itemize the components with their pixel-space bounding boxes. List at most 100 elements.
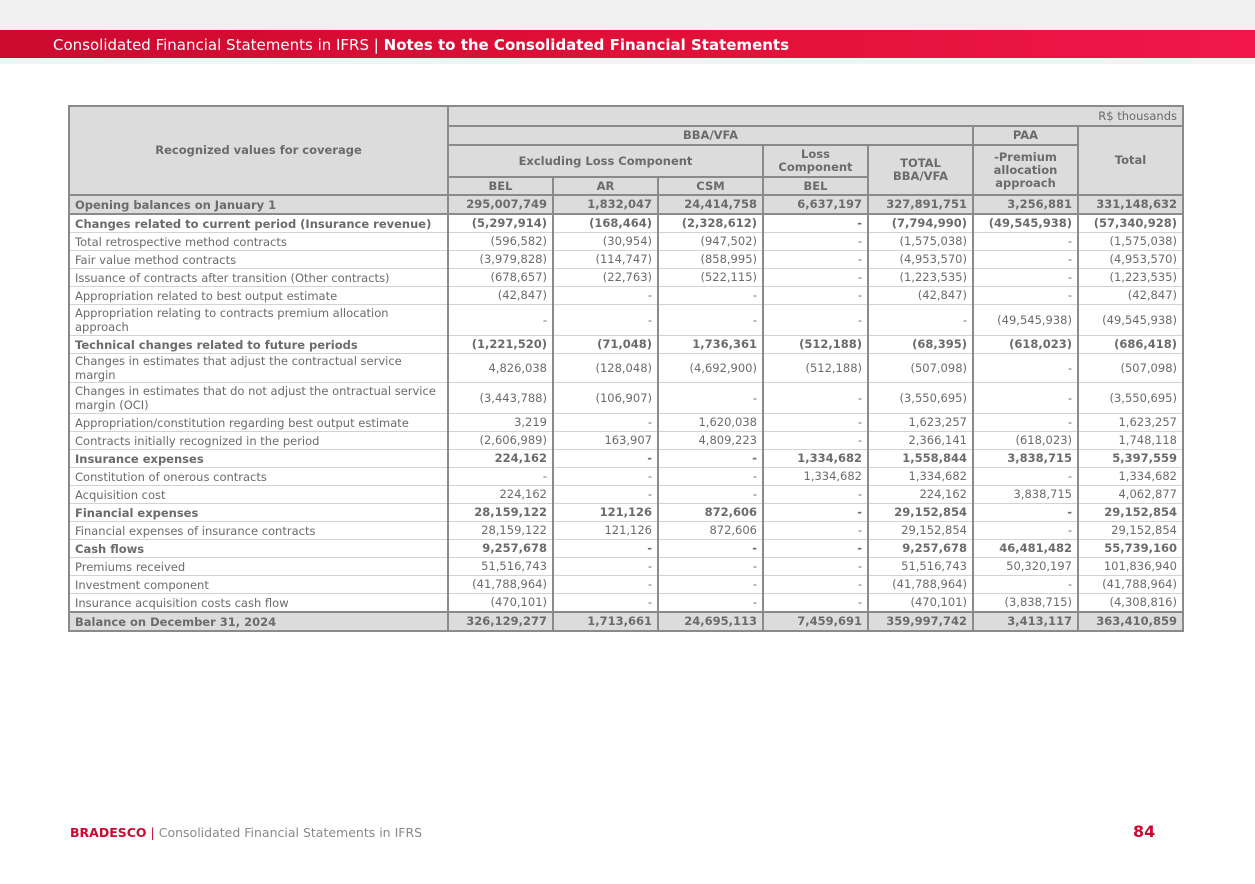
- cell-value: 295,007,749: [447, 195, 554, 215]
- cell-value: (686,418): [1077, 335, 1184, 354]
- cell-value: 1,558,844: [867, 449, 974, 468]
- cell-value: -: [762, 413, 869, 432]
- cell-value: 3,838,715: [972, 485, 1079, 504]
- cell-value: 4,809,223: [657, 431, 764, 450]
- cell-value: -: [552, 467, 659, 486]
- cell-value: -: [762, 304, 869, 336]
- cell-value: (68,395): [867, 335, 974, 354]
- cell-value: (42,847): [447, 286, 554, 305]
- footer-text: Consolidated Financial Statements in IFR…: [158, 825, 423, 840]
- table-row: Issuance of contracts after transition (…: [68, 268, 1184, 287]
- cell-value: (49,545,938): [1077, 304, 1184, 336]
- cell-value: 121,126: [552, 503, 659, 522]
- cell-value: -: [552, 485, 659, 504]
- cell-value: (49,545,938): [972, 214, 1079, 233]
- cell-value: -: [657, 286, 764, 305]
- cell-value: 1,334,682: [1077, 467, 1184, 486]
- cell-value: (114,747): [552, 250, 659, 269]
- cell-value: 3,219: [447, 413, 554, 432]
- cell-value: -: [972, 521, 1079, 540]
- cell-value: -: [762, 250, 869, 269]
- cell-value: -: [972, 382, 1079, 414]
- header-shadow: [0, 58, 1255, 64]
- cell-value: 872,606: [657, 521, 764, 540]
- cell-value: (3,979,828): [447, 250, 554, 269]
- row-label: Changes in estimates that do not adjust …: [68, 382, 449, 414]
- cell-value: (4,308,816): [1077, 593, 1184, 613]
- cell-value: 331,148,632: [1077, 195, 1184, 215]
- cell-value: 3,838,715: [972, 449, 1079, 468]
- cell-value: -: [972, 268, 1079, 287]
- cell-value: (71,048): [552, 335, 659, 354]
- cell-value: 3,413,117: [972, 611, 1079, 632]
- row-label: Total retrospective method contracts: [68, 232, 449, 251]
- table-row: Appropriation relating to contracts prem…: [68, 304, 1184, 336]
- cell-value: (2,606,989): [447, 431, 554, 450]
- table-row: Technical changes related to future peri…: [68, 335, 1184, 354]
- cell-value: -: [972, 250, 1079, 269]
- group-excluding-loss: Excluding Loss Component: [447, 144, 764, 178]
- cell-value: -: [762, 268, 869, 287]
- cell-value: 3,256,881: [972, 195, 1079, 215]
- cell-value: 55,739,160: [1077, 539, 1184, 558]
- table-row: Changes related to current period (Insur…: [68, 214, 1184, 233]
- cell-value: -: [552, 413, 659, 432]
- col-premium-allocation: -Premium allocation approach: [972, 144, 1079, 196]
- col-csm: CSM: [657, 176, 764, 196]
- row-label: Changes in estimates that adjust the con…: [68, 353, 449, 383]
- cell-value: 46,481,482: [972, 539, 1079, 558]
- row-label: Financial expenses: [68, 503, 449, 522]
- cell-value: 1,334,682: [762, 467, 869, 486]
- cell-value: (1,223,535): [1077, 268, 1184, 287]
- cell-value: (678,657): [447, 268, 554, 287]
- cell-value: 872,606: [657, 503, 764, 522]
- cell-value: (4,692,900): [657, 353, 764, 383]
- cell-value: -: [657, 593, 764, 613]
- cell-value: 1,334,682: [867, 467, 974, 486]
- cell-value: -: [657, 449, 764, 468]
- cell-value: (41,788,964): [1077, 575, 1184, 594]
- cell-value: -: [552, 575, 659, 594]
- table-row: Insurance expenses 224,162- -1,334,682 1,55…: [68, 449, 1184, 468]
- cell-value: 224,162: [447, 449, 554, 468]
- row-label: Appropriation related to best output est…: [68, 286, 449, 305]
- cell-value: -: [447, 304, 554, 336]
- cell-value: 29,152,854: [867, 503, 974, 522]
- row-label: Acquisition cost: [68, 485, 449, 504]
- table-row: Financial expenses 28,159,122 121,126 872,6…: [68, 503, 1184, 522]
- cell-value: -: [762, 431, 869, 450]
- table-row: Insurance acquisition costs cash flow (47…: [68, 593, 1184, 613]
- col-loss-bel: BEL: [762, 176, 869, 196]
- table-row: Opening balances on January 1 295,007,749…: [68, 195, 1184, 215]
- table-row: Appropriation related to best output est…: [68, 286, 1184, 305]
- cell-value: 1,620,038: [657, 413, 764, 432]
- cell-value: 9,257,678: [447, 539, 554, 558]
- table-row: Financial expenses of insurance contract…: [68, 521, 1184, 540]
- cell-value: (4,953,570): [867, 250, 974, 269]
- cell-value: -: [762, 485, 869, 504]
- cell-value: -: [552, 449, 659, 468]
- cell-value: (507,098): [1077, 353, 1184, 383]
- table-row: Premiums received 51,516,743- - -51,516,743…: [68, 557, 1184, 576]
- cell-value: 121,126: [552, 521, 659, 540]
- cell-value: 9,257,678: [867, 539, 974, 558]
- cell-value: (947,502): [657, 232, 764, 251]
- col-total-bba-vfa: TOTAL BBA/VFA: [867, 144, 974, 196]
- cell-value: -: [972, 413, 1079, 432]
- cell-value: 29,152,854: [867, 521, 974, 540]
- group-bba-vfa: BBA/VFA: [447, 125, 974, 146]
- cell-value: 1,736,361: [657, 335, 764, 354]
- cell-value: -: [762, 557, 869, 576]
- cell-value: 327,891,751: [867, 195, 974, 215]
- cell-value: 51,516,743: [447, 557, 554, 576]
- cell-value: 363,410,859: [1077, 611, 1184, 632]
- cell-value: (1,221,520): [447, 335, 554, 354]
- cell-value: (5,297,914): [447, 214, 554, 233]
- cell-value: 24,414,758: [657, 195, 764, 215]
- cell-value: 28,159,122: [447, 521, 554, 540]
- cell-value: 2,366,141: [867, 431, 974, 450]
- cell-value: (618,023): [972, 335, 1079, 354]
- cell-value: (507,098): [867, 353, 974, 383]
- cell-value: 1,748,118: [1077, 431, 1184, 450]
- cell-value: -: [762, 575, 869, 594]
